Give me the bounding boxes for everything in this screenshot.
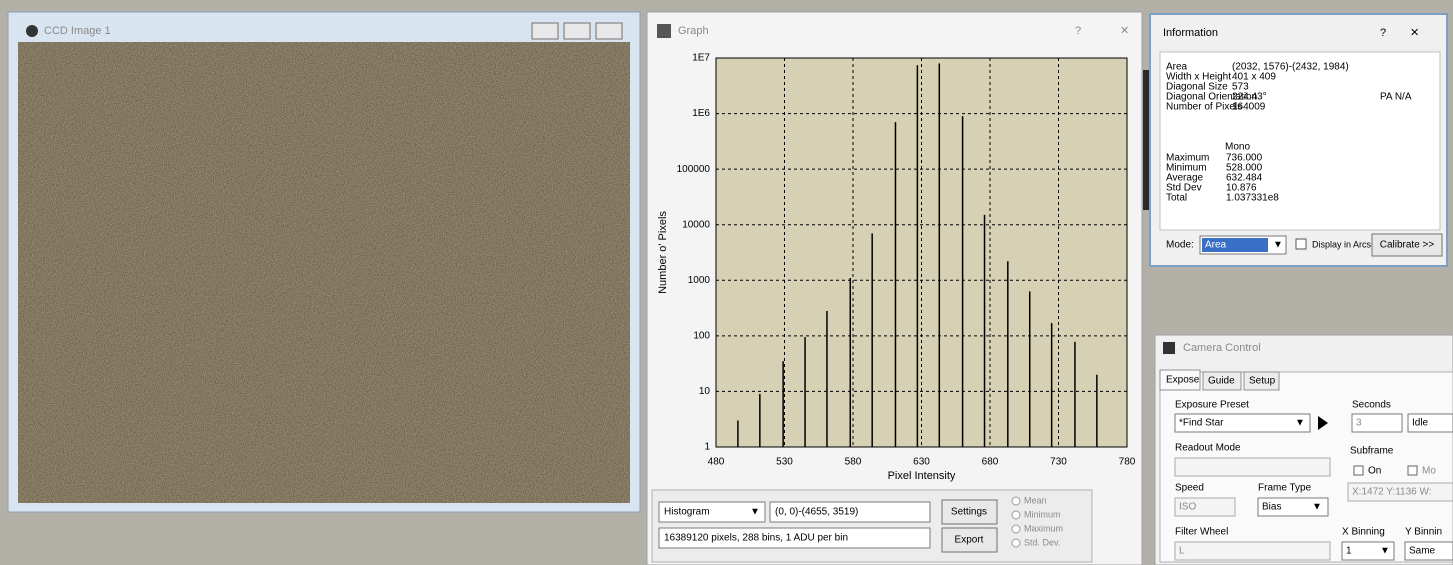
- window-title: Graph: [678, 25, 709, 37]
- radio-label: Minimum: [1024, 509, 1061, 519]
- tab-label: Expose: [1166, 375, 1200, 386]
- field-label: X Binning: [1342, 527, 1385, 538]
- dropdown-arrow: ▼: [1273, 240, 1283, 251]
- speed-value: ISO: [1179, 502, 1196, 513]
- mode-label: Mode:: [1166, 240, 1194, 251]
- histogram-chart: 480 530 580 630 680 730 780 1 10 100 1000 10000 1000…: [657, 53, 1136, 482]
- filter-combobox[interactable]: [1175, 542, 1330, 560]
- radio-button: [1012, 497, 1020, 505]
- arcsec-label: Display in Arcsec: [1312, 239, 1381, 249]
- maximize-button[interactable]: [564, 23, 590, 39]
- x-tick-label: 530: [776, 457, 793, 468]
- status-text: 16389120 pixels, 288 bins, 1 ADU per bin: [664, 533, 848, 544]
- desktop: CCD Image 1 Graph ? ✕ 480 530 580 630 680 730…: [0, 0, 1453, 565]
- pa-value: PA N/A: [1380, 92, 1412, 103]
- window-title: Information: [1163, 27, 1218, 39]
- y-axis-title: Number o' Pixels: [657, 211, 669, 294]
- ybin-value: Same: [1409, 546, 1436, 557]
- calibrate-label: Calibrate >>: [1380, 240, 1435, 251]
- y-tick-label: 100000: [677, 164, 711, 175]
- checkbox-label: Mo: [1422, 466, 1436, 477]
- field-label: Readout Mode: [1175, 443, 1241, 454]
- window-icon: [657, 24, 671, 38]
- dropdown-arrow: ▼: [1312, 502, 1322, 513]
- x-tick-label: 730: [1050, 457, 1067, 468]
- x-tick-label: 780: [1119, 457, 1136, 468]
- radio-button: [1012, 539, 1020, 547]
- readout-combobox[interactable]: [1175, 458, 1330, 476]
- y-tick-label: 100: [693, 330, 710, 341]
- mode-value: Histogram: [664, 507, 710, 518]
- y-tick-label: 1: [704, 442, 710, 453]
- window-icon: [1163, 342, 1175, 354]
- preset-value: *Find Star: [1179, 418, 1224, 429]
- status-value: Idle: [1412, 418, 1429, 429]
- mid-checkbox[interactable]: [1408, 466, 1417, 475]
- ccd-window: CCD Image 1: [8, 12, 640, 512]
- info-value: 164009: [1232, 102, 1266, 113]
- window-icon: [26, 25, 38, 37]
- subframe-value: X:1472 Y:1136 W:: [1352, 487, 1432, 498]
- help-button[interactable]: ?: [1380, 27, 1386, 39]
- field-label: Seconds: [1352, 400, 1391, 411]
- tab-label: Guide: [1208, 376, 1235, 387]
- dropdown-arrow: ▼: [1380, 546, 1390, 557]
- radio-label: Std. Dev.: [1024, 537, 1060, 547]
- filter-value: L: [1179, 546, 1185, 557]
- field-label: Y Binnin: [1405, 527, 1442, 538]
- minimize-button[interactable]: [532, 23, 558, 39]
- arcsec-checkbox[interactable]: [1296, 239, 1306, 249]
- y-tick-label: 1000: [688, 275, 711, 286]
- y-tick-label: 10: [699, 386, 711, 397]
- x-tick-label: 580: [845, 457, 862, 468]
- close-button[interactable]: ✕: [1410, 27, 1419, 39]
- y-tick-label: 10000: [682, 219, 710, 230]
- radio-button: [1012, 511, 1020, 519]
- graph-window: Graph ? ✕ 480 530 580 630 680 730 780 1 10 100 100…: [647, 12, 1142, 565]
- close-button[interactable]: ✕: [1120, 25, 1129, 37]
- column-header: Mono: [1225, 142, 1250, 153]
- dropdown-arrow: ▼: [750, 507, 760, 518]
- window-title: CCD Image 1: [44, 25, 111, 37]
- radio-label: Mean: [1024, 495, 1047, 505]
- y-tick-label: 1E7: [692, 53, 710, 64]
- camera-window: Camera Control Expose Guide Setup Exposu…: [1155, 335, 1453, 565]
- radio-button: [1012, 525, 1020, 533]
- dropdown-arrow: ▼: [1295, 418, 1305, 429]
- field-label: Frame Type: [1258, 483, 1312, 494]
- field-label: Exposure Preset: [1175, 400, 1249, 411]
- xbin-value: 1: [1346, 546, 1352, 557]
- help-button[interactable]: ?: [1075, 25, 1081, 37]
- window-title: Camera Control: [1183, 342, 1261, 354]
- radio-label: Maximum: [1024, 523, 1063, 533]
- checkbox-label: On: [1368, 466, 1381, 477]
- tab-label: Setup: [1249, 376, 1276, 387]
- x-tick-label: 630: [913, 457, 930, 468]
- export-label: Export: [955, 535, 984, 546]
- stat-value: 1.037331e8: [1226, 193, 1279, 204]
- info-label: Number of Pixels: [1166, 102, 1242, 113]
- group-label: Subframe: [1350, 446, 1394, 457]
- info-window: Information ? ✕ Area(2032, 1576)-(2432, …: [1150, 14, 1447, 266]
- field-label: Filter Wheel: [1175, 527, 1228, 538]
- y-tick-label: 1E6: [692, 108, 710, 119]
- ccd-image: [18, 42, 630, 503]
- x-tick-label: 680: [982, 457, 999, 468]
- close-button[interactable]: [596, 23, 622, 39]
- stat-label: Total: [1166, 193, 1187, 204]
- x-axis-title: Pixel Intensity: [888, 470, 956, 482]
- frame-type-value: Bias: [1262, 502, 1281, 513]
- region-value: (0, 0)-(4655, 3519): [775, 507, 858, 518]
- field-label: Speed: [1175, 483, 1204, 494]
- mode-value: Area: [1205, 240, 1227, 251]
- x-tick-label: 480: [708, 457, 725, 468]
- seconds-value: 3: [1356, 418, 1362, 429]
- settings-label: Settings: [951, 507, 987, 518]
- on-checkbox[interactable]: [1354, 466, 1363, 475]
